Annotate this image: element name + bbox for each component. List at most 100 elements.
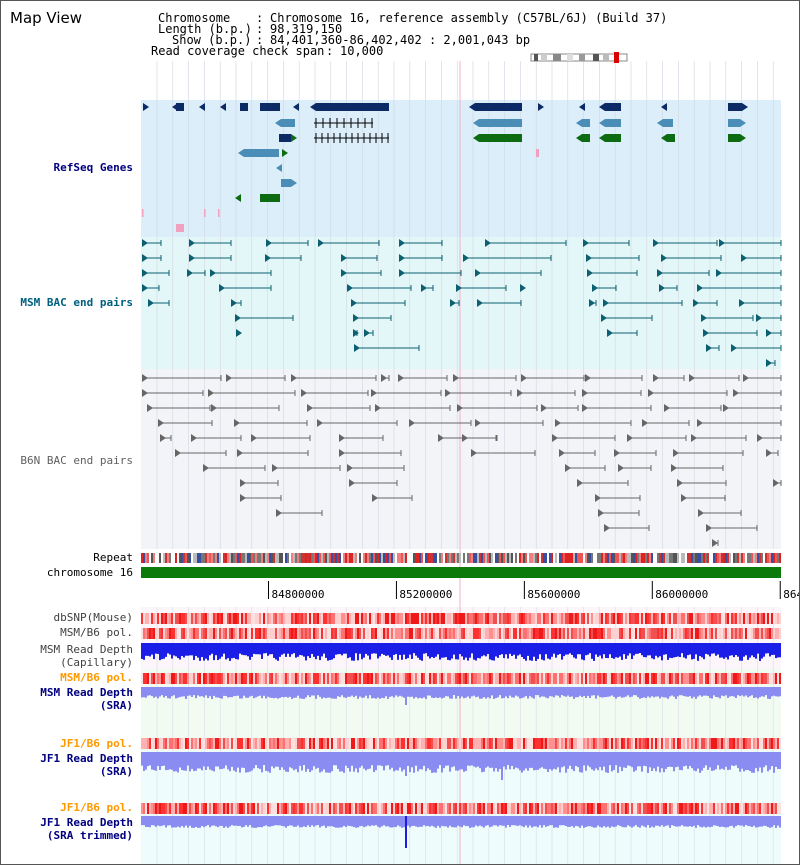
msm-b6-pol-strip <box>545 628 547 639</box>
msm-b6-pol-strip <box>177 628 179 639</box>
jf1-sra-depth-bar <box>341 752 343 772</box>
jf1-b6-pol-strip <box>537 738 539 749</box>
dbsnp-strip <box>429 613 431 624</box>
jf1-trimmed-depth-bar <box>653 816 655 828</box>
msm-b6-pol-strip <box>339 673 341 684</box>
track-label-jf1-depth-sra[interactable]: JF1 Read Depth <box>40 752 133 765</box>
jf1-trimmed-depth-bar <box>267 816 269 827</box>
repeat-element <box>627 553 629 563</box>
jf1-trimmed-depth-bar <box>169 816 171 826</box>
jf1-b6-pol-strip <box>275 803 277 814</box>
track-label-msm-b6-pol-1[interactable]: MSM/B6 pol. <box>60 626 133 639</box>
dbsnp-strip <box>757 613 759 624</box>
jf1-b6-pol-strip <box>453 803 455 814</box>
jf1-b6-pol-strip <box>507 803 509 814</box>
msm-b6-pol-strip <box>353 673 355 684</box>
repeat-element <box>543 553 545 563</box>
track-label-dbsnp[interactable]: dbSNP(Mouse) <box>53 611 133 624</box>
msm-capillary-depth-bar <box>711 643 713 654</box>
jf1-trimmed-depth-bar <box>725 816 727 828</box>
jf1-sra-depth-bar <box>147 752 149 767</box>
jf1-sra-depth-bar <box>499 752 501 769</box>
track-label-jf1-b6-pol-1[interactable]: JF1/B6 pol. <box>60 737 133 750</box>
jf1-b6-pol-strip <box>391 803 393 814</box>
bac-end-marker <box>463 254 469 262</box>
bac-end-marker <box>371 389 377 397</box>
jf1-b6-pol-strip <box>537 803 539 814</box>
gene-strand-glyph <box>661 103 667 111</box>
jf1-b6-pol-strip <box>187 803 189 814</box>
msm-capillary-depth-bar <box>555 643 557 658</box>
track-label-msm-b6-pol-2[interactable]: MSM/B6 pol. <box>60 671 133 684</box>
bac-end-marker <box>475 269 481 277</box>
dbsnp-strip <box>737 613 739 624</box>
msm-capillary-depth-bar <box>197 643 199 658</box>
jf1-b6-pol-strip <box>673 803 675 814</box>
jf1-sra-depth-bar <box>331 752 333 772</box>
jf1-b6-pol-strip <box>343 738 345 749</box>
repeat-element <box>373 553 375 563</box>
jf1-b6-pol-strip <box>551 738 553 749</box>
jf1-sra-depth-bar <box>501 752 503 780</box>
track-label-msm-depth-sra[interactable]: MSM Read Depth <box>40 686 133 699</box>
jf1-trimmed-depth-bar <box>657 816 659 826</box>
track-label-repeat[interactable]: Repeat <box>93 551 133 564</box>
msm-capillary-depth-bar <box>525 643 527 661</box>
msm-b6-pol-strip <box>597 628 599 639</box>
msm-b6-pol-strip <box>291 673 293 684</box>
msm-b6-pol-strip <box>713 673 715 684</box>
msm-capillary-depth-bar <box>459 643 461 655</box>
repeat-element <box>251 553 253 563</box>
msm-capillary-depth-bar <box>319 643 321 661</box>
repeat-element <box>737 553 739 563</box>
msm-sra-depth-bar <box>395 687 397 696</box>
jf1-b6-pol-strip <box>237 803 239 814</box>
msm-sra-depth-bar <box>185 687 187 699</box>
jf1-b6-pol-strip <box>589 738 591 749</box>
msm-capillary-depth-bar <box>669 643 671 658</box>
msm-sra-depth-bar <box>765 687 767 696</box>
jf1-b6-pol-strip <box>301 803 303 814</box>
msm-b6-pol-strip <box>433 628 435 639</box>
track-label-jf1-depth-trimmed[interactable]: JF1 Read Depth <box>40 816 133 829</box>
msm-sra-depth-bar <box>485 687 487 699</box>
track-label-jf1-b6-pol-2[interactable]: JF1/B6 pol. <box>60 801 133 814</box>
jf1-b6-pol-strip <box>473 803 475 814</box>
msm-b6-pol-strip <box>349 628 351 639</box>
track-label-b6n-bac[interactable]: B6N BAC end pairs <box>20 454 133 467</box>
jf1-b6-pol-strip <box>359 738 361 749</box>
msm-b6-pol-strip <box>657 628 659 639</box>
jf1-trimmed-depth-bar <box>761 816 763 827</box>
msm-capillary-depth-bar <box>375 643 377 654</box>
msm-b6-pol-strip <box>343 628 345 639</box>
track-label-msm-bac[interactable]: MSM BAC end pairs <box>20 296 133 309</box>
jf1-sra-depth-bar <box>421 752 423 770</box>
msm-capillary-depth-bar <box>503 643 505 659</box>
msm-b6-pol-strip <box>697 628 699 639</box>
dbsnp-strip <box>709 613 711 624</box>
jf1-b6-pol-strip <box>379 738 381 749</box>
msm-capillary-depth-bar <box>207 643 209 661</box>
jf1-trimmed-depth-bar <box>619 816 621 826</box>
msm-sra-depth-bar <box>759 687 761 698</box>
jf1-b6-pol-strip <box>403 803 405 814</box>
jf1-b6-pol-strip <box>551 803 553 814</box>
jf1-trimmed-depth-bar <box>553 816 555 828</box>
jf1-trimmed-depth-bar <box>775 816 777 828</box>
bac-end-marker <box>733 389 739 397</box>
repeat-element <box>333 553 335 563</box>
gene-exon-block <box>204 209 206 217</box>
jf1-trimmed-depth-bar <box>561 816 563 826</box>
jf1-sra-depth-bar <box>303 752 305 766</box>
msm-b6-pol-strip <box>743 628 745 639</box>
jf1-trimmed-depth-bar <box>261 816 263 828</box>
jf1-b6-pol-strip <box>179 803 181 814</box>
track-label-refseq[interactable]: RefSeq Genes <box>53 161 133 174</box>
dbsnp-strip <box>609 613 611 624</box>
dbsnp-strip <box>411 613 413 624</box>
track-label-msm-depth-capillary[interactable]: MSM Read Depth <box>40 643 133 656</box>
jf1-b6-pol-strip <box>181 803 183 814</box>
dbsnp-strip <box>509 613 511 624</box>
jf1-sra-depth-bar <box>217 752 219 767</box>
